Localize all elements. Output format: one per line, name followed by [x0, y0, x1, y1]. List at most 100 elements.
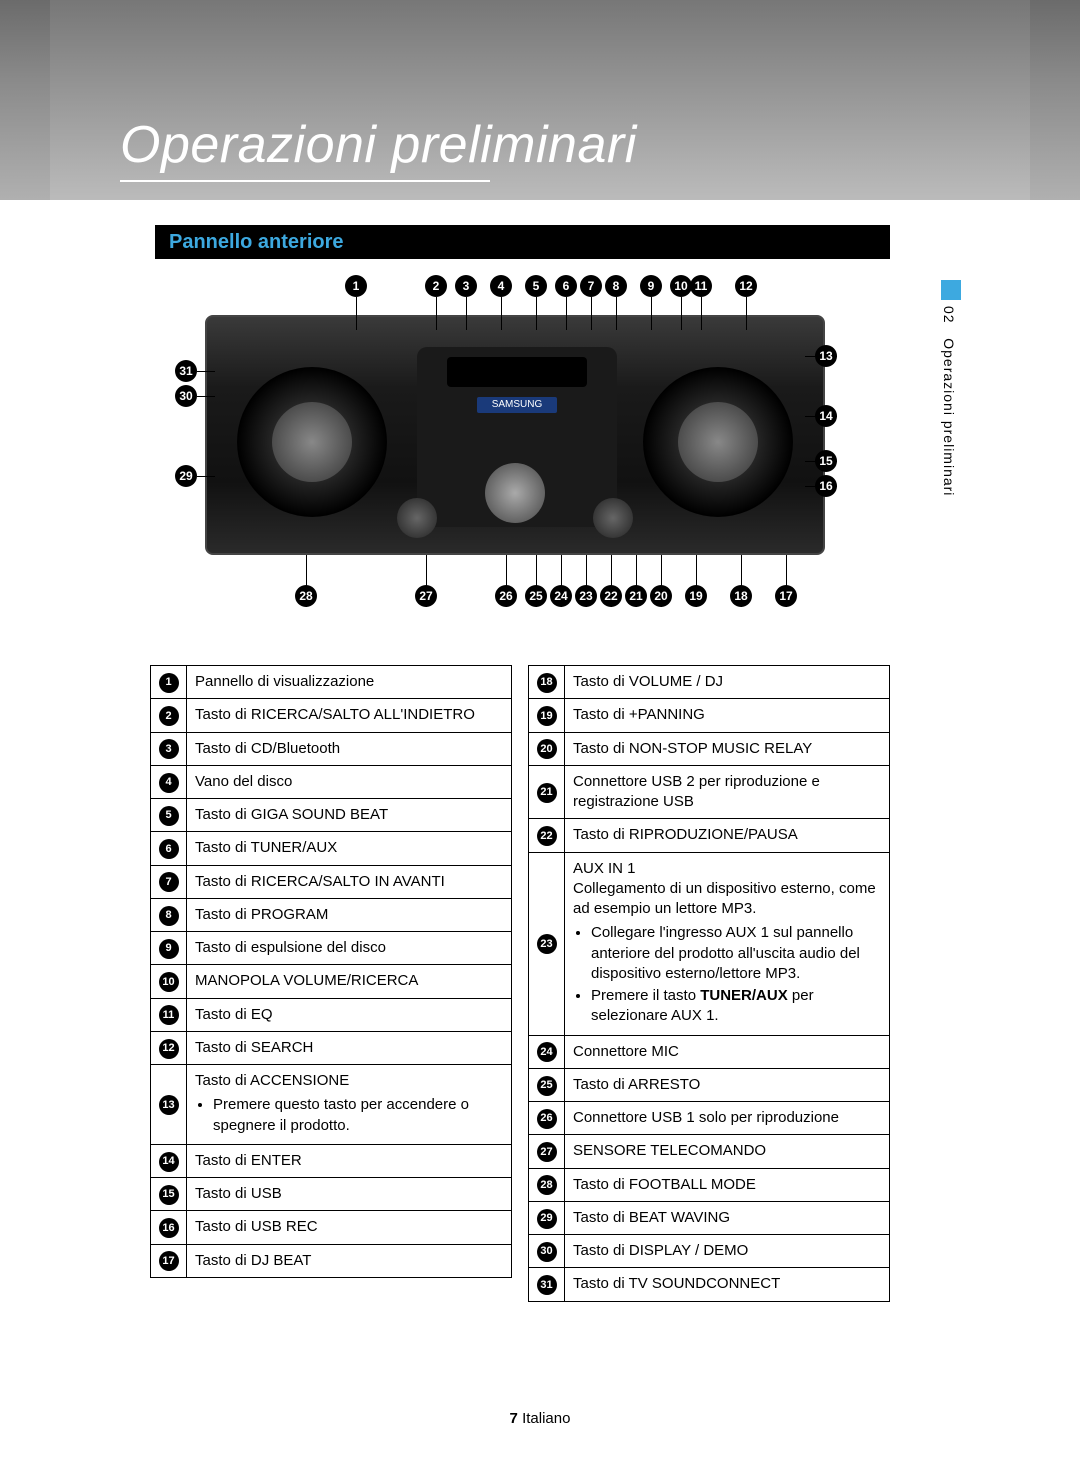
number-badge: 31 [537, 1275, 557, 1295]
number-badge: 22 [537, 826, 557, 846]
row-number: 8 [151, 898, 187, 931]
row-number: 6 [151, 832, 187, 865]
row-description: Tasto di ARRESTO [565, 1068, 890, 1101]
legend-tables: 1Pannello di visualizzazione 2 Tasto di RI… [150, 665, 890, 1302]
row-description: Tasto di TUNER/AUX [187, 832, 512, 865]
row-number: 7 [151, 865, 187, 898]
callout-line [466, 297, 467, 330]
page-footer: 7 Italiano [0, 1410, 1080, 1427]
number-badge: 9 [159, 939, 179, 959]
side-tab-label: Operazioni preliminari [941, 338, 957, 496]
table-row: 28 Tasto di FOOTBALL MODE [529, 1168, 890, 1201]
callout-1: 1 [345, 275, 367, 297]
brand-logo: SAMSUNG [477, 397, 557, 413]
callout-15: 15 [815, 450, 837, 472]
row-description: Connettore USB 1 solo per riproduzione [565, 1102, 890, 1135]
row-number: 2 [151, 699, 187, 732]
row-number: 22 [529, 819, 565, 852]
callout-31: 31 [175, 360, 197, 382]
number-badge: 30 [537, 1242, 557, 1262]
table-row: 23AUX IN 1Collegamento di un dispositivo… [529, 852, 890, 1035]
side-tab: 02 Operazioni preliminari [941, 280, 965, 496]
callout-9: 9 [640, 275, 662, 297]
row-description: Tasto di +PANNING [565, 699, 890, 732]
callout-line [197, 396, 215, 397]
callout-line [536, 297, 537, 330]
number-badge: 26 [537, 1109, 557, 1129]
row-number: 18 [529, 666, 565, 699]
table-row: 19 Tasto di +PANNING [529, 699, 890, 732]
table-row: 20Tasto di NON-STOP MUSIC RELAY [529, 732, 890, 765]
row-number: 5 [151, 799, 187, 832]
number-badge: 29 [537, 1209, 557, 1229]
row-number: 13 [151, 1065, 187, 1145]
front-panel-diagram: SAMSUNG 12345678910111231302913141516282… [175, 275, 855, 625]
table-row: 27SENSORE TELECOMANDO [529, 1135, 890, 1168]
number-badge: 23 [537, 934, 557, 954]
row-description: Tasto di ACCENSIONEPremere questo tasto … [187, 1065, 512, 1145]
table-row: 11Tasto di EQ [151, 998, 512, 1031]
callout-11: 11 [690, 275, 712, 297]
number-badge: 28 [537, 1175, 557, 1195]
callout-12: 12 [735, 275, 757, 297]
callout-8: 8 [605, 275, 627, 297]
number-badge: 21 [537, 783, 557, 803]
row-description: Tasto di RIPRODUZIONE/PAUSA [565, 819, 890, 852]
callout-2: 2 [425, 275, 447, 297]
row-description: MANOPOLA VOLUME/RICERCA [187, 965, 512, 998]
callout-line [197, 476, 215, 477]
center-knob [485, 463, 545, 523]
number-badge: 13 [159, 1095, 179, 1115]
callout-line [436, 297, 437, 330]
table-row: 15 Tasto di USB [151, 1178, 512, 1211]
number-badge: 12 [159, 1039, 179, 1059]
table-row: 22 Tasto di RIPRODUZIONE/PAUSA [529, 819, 890, 852]
callout-28: 28 [295, 585, 317, 607]
callout-3: 3 [455, 275, 477, 297]
callout-17: 17 [775, 585, 797, 607]
row-description: Tasto di BEAT WAVING [565, 1201, 890, 1234]
number-badge: 5 [159, 806, 179, 826]
row-number: 9 [151, 932, 187, 965]
callout-24: 24 [550, 585, 572, 607]
callout-line [616, 297, 617, 330]
table-row: 21 Connettore USB 2 per riproduzione e re… [529, 765, 890, 819]
number-badge: 6 [159, 839, 179, 859]
table-row: 1Pannello di visualizzazione [151, 666, 512, 699]
row-description: Tasto di USB [187, 1178, 512, 1211]
row-number: 11 [151, 998, 187, 1031]
table-row: 14Tasto di ENTER [151, 1144, 512, 1177]
number-badge: 8 [159, 906, 179, 926]
callout-27: 27 [415, 585, 437, 607]
number-badge: 15 [159, 1185, 179, 1205]
callout-22: 22 [600, 585, 622, 607]
row-description: Tasto di FOOTBALL MODE [565, 1168, 890, 1201]
table-row: 4Vano del disco [151, 765, 512, 798]
table-row: 18Tasto di VOLUME / DJ [529, 666, 890, 699]
row-number: 30 [529, 1235, 565, 1268]
number-badge: 20 [537, 739, 557, 759]
title-underline [120, 180, 490, 182]
table-row: 13 Tasto di ACCENSIONEPremere questo tast… [151, 1065, 512, 1145]
number-badge: 19 [537, 706, 557, 726]
side-tab-num: 02 [941, 306, 957, 324]
callout-4: 4 [490, 275, 512, 297]
callout-18: 18 [730, 585, 752, 607]
table-row: 30Tasto di DISPLAY / DEMO [529, 1235, 890, 1268]
number-badge: 2 [159, 706, 179, 726]
row-number: 16 [151, 1211, 187, 1244]
number-badge: 7 [159, 872, 179, 892]
callout-line [746, 297, 747, 330]
device-body: SAMSUNG [205, 315, 825, 555]
table-row: 7Tasto di RICERCA/SALTO IN AVANTI [151, 865, 512, 898]
page-title: Operazioni preliminari [120, 115, 637, 175]
table-row: 9Tasto di espulsione del disco [151, 932, 512, 965]
row-description: Connettore USB 2 per riproduzione e regi… [565, 765, 890, 819]
number-badge: 11 [159, 1005, 179, 1025]
row-number: 27 [529, 1135, 565, 1168]
table-row: 17Tasto di DJ BEAT [151, 1244, 512, 1277]
table-row: 26 Connettore USB 1 solo per riproduzione [529, 1102, 890, 1135]
row-description: SENSORE TELECOMANDO [565, 1135, 890, 1168]
speaker-right [643, 367, 793, 517]
callout-line [681, 297, 682, 330]
